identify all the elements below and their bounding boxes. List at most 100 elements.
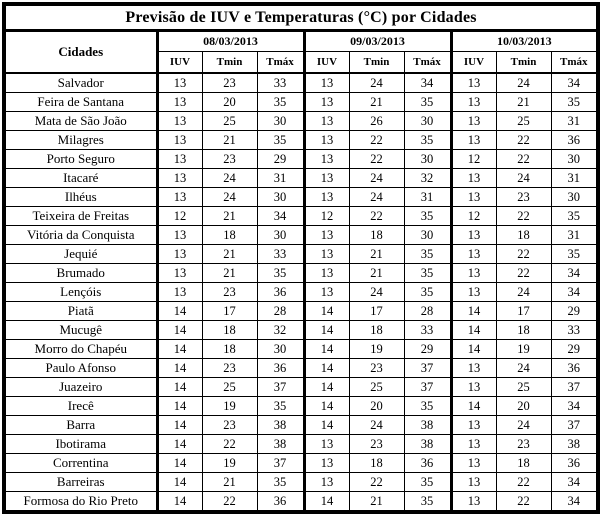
- value-cell: 12: [303, 206, 350, 226]
- value-cell: 38: [256, 434, 306, 454]
- value-cell: 31: [550, 111, 599, 131]
- value-cell: 13: [450, 377, 497, 397]
- city-cell: Lençóis: [3, 282, 159, 302]
- value-cell: 30: [403, 149, 453, 169]
- value-cell: 21: [201, 244, 258, 264]
- date-header-2: 09/03/2013: [303, 30, 453, 52]
- value-cell: 14: [450, 320, 497, 340]
- value-cell: 36: [256, 491, 306, 513]
- value-cell: 14: [303, 377, 350, 397]
- value-cell: 18: [495, 320, 552, 340]
- value-cell: 13: [303, 453, 350, 473]
- value-cell: 18: [201, 339, 258, 359]
- value-cell: 13: [156, 149, 203, 169]
- value-cell: 23: [201, 282, 258, 302]
- value-cell: 13: [156, 92, 203, 112]
- table-row: Itacaré 13 24 31 13 24 32 13 24 31: [3, 168, 599, 188]
- value-cell: 13: [450, 168, 497, 188]
- value-cell: 30: [550, 149, 599, 169]
- value-cell: 13: [303, 225, 350, 245]
- value-cell: 21: [201, 263, 258, 283]
- table-row: Ilhéus 13 24 30 13 24 31 13 23 30: [3, 187, 599, 207]
- value-cell: 13: [450, 244, 497, 264]
- table-row: Lençóis 13 23 36 13 24 35 13 24 34: [3, 282, 599, 302]
- table-row: Juazeiro 14 25 37 14 25 37 13 25 37: [3, 377, 599, 397]
- value-cell: 31: [403, 187, 453, 207]
- value-cell: 14: [156, 491, 203, 513]
- value-cell: 14: [156, 396, 203, 416]
- value-cell: 37: [256, 453, 306, 473]
- subheader-iuv-3: IUV: [450, 51, 497, 74]
- value-cell: 13: [303, 92, 350, 112]
- value-cell: 34: [550, 491, 599, 513]
- value-cell: 23: [201, 415, 258, 435]
- value-cell: 30: [256, 187, 306, 207]
- city-cell: Morro do Chapéu: [3, 339, 159, 359]
- value-cell: 18: [495, 453, 552, 473]
- value-cell: 13: [450, 472, 497, 492]
- value-cell: 25: [201, 111, 258, 131]
- value-cell: 33: [403, 320, 453, 340]
- value-cell: 22: [495, 149, 552, 169]
- value-cell: 36: [550, 358, 599, 378]
- value-cell: 13: [450, 225, 497, 245]
- table-row: Formosa do Rio Preto 14 22 36 14 21 35 13 22 34: [3, 491, 599, 513]
- value-cell: 14: [156, 339, 203, 359]
- value-cell: 19: [495, 339, 552, 359]
- value-cell: 13: [156, 111, 203, 131]
- value-cell: 30: [256, 339, 306, 359]
- city-cell: Vitória da Conquista: [3, 225, 159, 245]
- value-cell: 13: [303, 111, 350, 131]
- value-cell: 24: [201, 168, 258, 188]
- value-cell: 29: [256, 149, 306, 169]
- value-cell: 19: [348, 339, 405, 359]
- city-cell: Milagres: [3, 130, 159, 150]
- city-cell: Paulo Afonso: [3, 358, 159, 378]
- value-cell: 38: [403, 434, 453, 454]
- value-cell: 13: [450, 453, 497, 473]
- value-cell: 22: [495, 206, 552, 226]
- value-cell: 24: [495, 358, 552, 378]
- subheader-tmin-3: Tmin: [495, 51, 552, 74]
- value-cell: 22: [495, 491, 552, 513]
- value-cell: 14: [303, 339, 350, 359]
- city-cell: Teixeira de Freitas: [3, 206, 159, 226]
- value-cell: 36: [403, 453, 453, 473]
- value-cell: 29: [550, 339, 599, 359]
- table-row: Barreiras 14 21 35 13 22 35 13 22 34: [3, 472, 599, 492]
- value-cell: 36: [550, 130, 599, 150]
- value-cell: 18: [201, 320, 258, 340]
- value-cell: 34: [550, 282, 599, 302]
- value-cell: 17: [495, 301, 552, 321]
- value-cell: 21: [348, 244, 405, 264]
- city-cell: Mata de São João: [3, 111, 159, 131]
- value-cell: 22: [495, 472, 552, 492]
- value-cell: 13: [156, 244, 203, 264]
- value-cell: 30: [403, 225, 453, 245]
- table-row: Feira de Santana 13 20 35 13 21 35 13 21 35: [3, 92, 599, 112]
- value-cell: 13: [303, 149, 350, 169]
- value-cell: 29: [550, 301, 599, 321]
- value-cell: 14: [303, 415, 350, 435]
- value-cell: 14: [156, 301, 203, 321]
- table-row: Ibotirama 14 22 38 13 23 38 13 23 38: [3, 434, 599, 454]
- value-cell: 34: [550, 263, 599, 283]
- subheader-tmax-1: Tmáx: [256, 51, 306, 74]
- city-cell: Correntina: [3, 453, 159, 473]
- value-cell: 14: [156, 320, 203, 340]
- value-cell: 24: [495, 168, 552, 188]
- subheader-tmin-1: Tmin: [201, 51, 258, 74]
- value-cell: 13: [156, 282, 203, 302]
- value-cell: 14: [156, 434, 203, 454]
- value-cell: 38: [550, 434, 599, 454]
- value-cell: 23: [495, 434, 552, 454]
- value-cell: 25: [495, 377, 552, 397]
- value-cell: 13: [156, 225, 203, 245]
- value-cell: 13: [156, 168, 203, 188]
- value-cell: 13: [303, 130, 350, 150]
- value-cell: 37: [550, 377, 599, 397]
- value-cell: 35: [403, 244, 453, 264]
- value-cell: 21: [348, 491, 405, 513]
- value-cell: 13: [303, 282, 350, 302]
